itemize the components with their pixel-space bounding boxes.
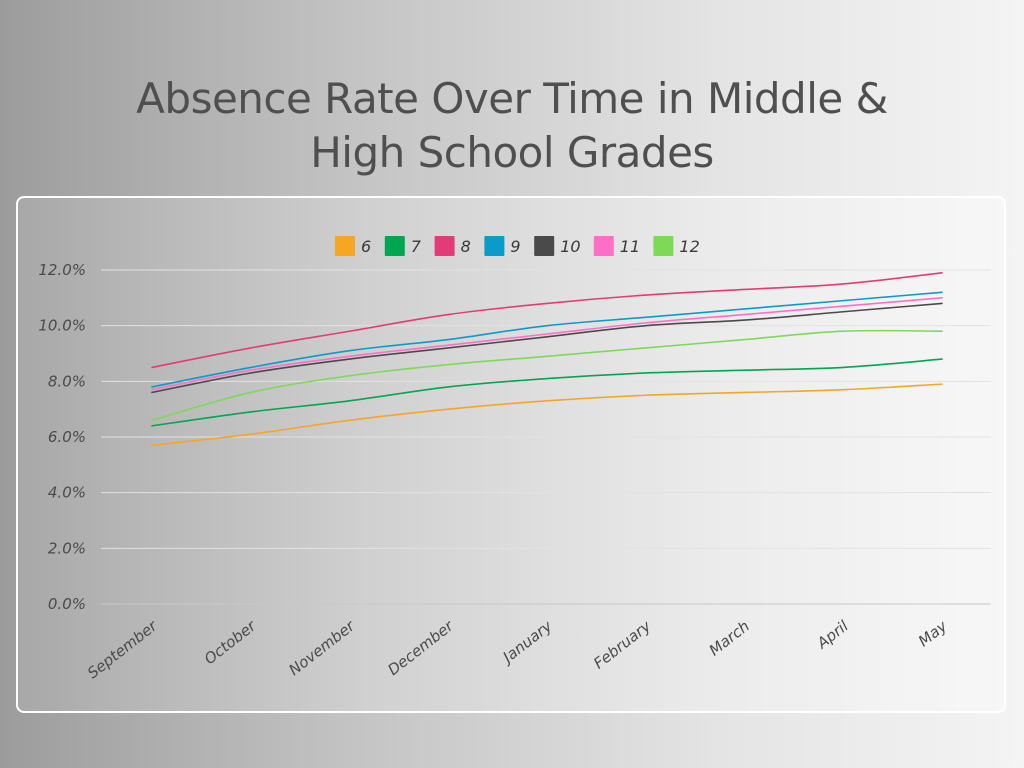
series-line-grade-9 [151,291,943,388]
x-tick-label: September [84,616,161,682]
x-tick-label: January [497,616,556,668]
x-tick-label: March [706,617,753,660]
x-tick-label: April [813,616,853,652]
legend-swatch-grade-9 [484,236,505,256]
chart-title-line-1: Absence Rate Over Time in Middle & [136,74,888,123]
line-chart: 0.0% 2.0% 4.0% 6.0% 8.0% 10.0% 12.0% September O… [38,236,991,682]
legend-label-grade-7: 7 [411,237,422,256]
series-line-grade-8 [151,271,943,369]
x-tick-label: February [590,616,655,672]
legend-label-grade-9: 9 [510,237,520,256]
y-tick-label: 8.0% [48,372,86,390]
series-line-grade-11 [151,297,943,391]
series-line-grade-12 [151,329,943,422]
y-tick-label: 10.0% [38,317,86,335]
legend-swatch-grade-12 [653,236,674,256]
legend-label-grade-8: 8 [461,237,471,256]
y-tick-label: 2.0% [48,539,86,557]
legend-swatch-grade-10 [534,236,555,256]
x-tick-label: October [201,616,260,668]
chart-title-line-2: High School Grades [310,128,714,177]
y-tick-label: 6.0% [48,428,86,446]
legend-swatch-grade-11 [593,236,614,256]
legend-label-grade-6: 6 [361,237,371,256]
legend-label-grade-10: 10 [560,237,580,256]
y-tick-label: 12.0% [38,261,86,279]
series-line-grade-10 [151,302,943,394]
series-line-grade-7 [151,358,943,427]
series-line-grade-6 [151,383,943,447]
chart-title: Absence Rate Over Time in Middle & High … [0,72,1024,180]
y-tick-label: 4.0% [48,484,86,502]
x-tick-label: December [384,616,457,679]
x-tick-label: May [915,616,951,650]
legend-swatch-grade-7 [384,236,405,256]
legend-swatch-grade-6 [335,236,355,256]
legend-swatch-grade-8 [434,236,455,256]
legend-label-grade-11: 11 [620,237,640,256]
legend-label-grade-12: 12 [679,237,699,256]
y-tick-label: 0.0% [48,595,86,613]
x-tick-label: November [285,616,358,679]
chart-card: 0.0% 2.0% 4.0% 6.0% 8.0% 10.0% 12.0% September O… [16,196,1006,713]
